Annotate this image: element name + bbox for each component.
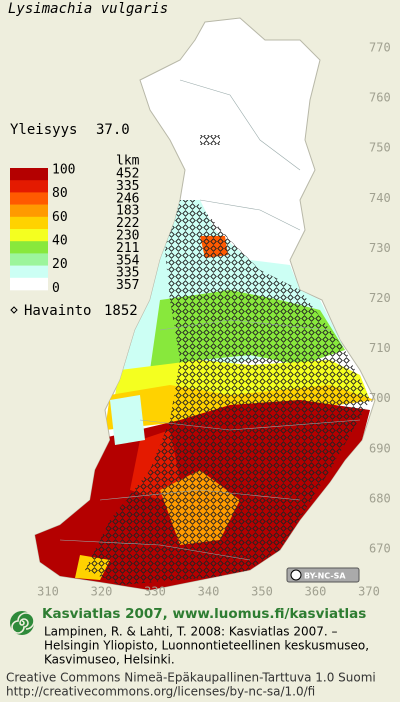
y-tick-label: 720 [369, 291, 391, 305]
legend-bound: 20 [52, 257, 68, 272]
legend-count: 222 [116, 216, 139, 231]
legend-bound: 80 [52, 186, 68, 201]
y-tick-label: 700 [369, 391, 391, 405]
legend-count: 335 [116, 179, 139, 194]
x-tick-label: 310 [37, 585, 59, 599]
legend-band [10, 253, 48, 266]
legend-count: 230 [116, 229, 139, 244]
legend-count: 452 [116, 167, 139, 182]
brand-logo [10, 611, 35, 635]
legend-band [10, 216, 48, 230]
legend-band [10, 241, 48, 254]
legend-count: 357 [116, 278, 139, 293]
legend-band [10, 204, 48, 218]
observation-markers [85, 200, 370, 585]
frequency-label: Yleisyys [10, 122, 77, 138]
legend-count: 211 [116, 241, 139, 256]
occurrence-cells [35, 135, 375, 590]
license-line: http://creativecommons.org/licenses/by-n… [6, 685, 315, 699]
y-tick-label: 670 [369, 542, 391, 556]
legend-band [10, 192, 48, 205]
region [110, 395, 145, 445]
legend-band [10, 229, 48, 242]
y-tick-label: 760 [369, 91, 391, 105]
province-borders [59, 79, 361, 561]
legend-bound: 60 [52, 210, 68, 225]
legend-header: lkm [116, 154, 140, 169]
x-tick-label: 360 [305, 585, 327, 599]
legend-bound: 100 [52, 163, 75, 178]
legend-band [10, 168, 48, 181]
observation-markers [200, 135, 220, 145]
x-tick-label: 340 [198, 585, 220, 599]
observations-count: 1852 [104, 303, 138, 319]
cc-badge-text: BY-NC-SA [304, 572, 346, 581]
x-tick-label: 350 [251, 585, 273, 599]
y-tick-label: 730 [369, 241, 391, 255]
legend-band [10, 180, 48, 193]
species-title: Lysimachia vulgaris [8, 1, 168, 17]
legend-bound: 40 [52, 234, 68, 249]
observations-label: Havainto [24, 303, 91, 319]
legend-count: 335 [116, 266, 139, 281]
cc-badge [286, 567, 360, 583]
legend-bound: 0 [52, 281, 60, 296]
x-tick-label: 330 [144, 585, 166, 599]
logo-spiral [11, 612, 35, 634]
y-tick-label: 710 [369, 341, 391, 355]
legend-count: 183 [116, 204, 139, 219]
legend-count: 246 [116, 191, 139, 206]
license-line: Creative Commons Nimeä-Epäkaupallinen-Ta… [6, 671, 376, 685]
legend-band [10, 265, 48, 279]
frequency-value: 37.0 [96, 122, 130, 138]
y-tick-label: 740 [369, 191, 391, 205]
citation-line: Lampinen, R. & Lahti, T. 2008: Kasviatla… [44, 625, 338, 639]
y-tick-label: 680 [369, 491, 391, 505]
y-tick-label: 690 [369, 441, 391, 455]
cc-logo [290, 569, 302, 581]
y-tick-label: 750 [369, 141, 391, 155]
y-tick-label: 770 [369, 41, 391, 55]
brand-text: Kasviatlas 2007, www.luomus.fi/kasviatla… [42, 606, 366, 622]
finland-map [34, 17, 376, 591]
legend-band [10, 277, 48, 291]
citation-line: Helsingin Yliopisto, Luonnontieteellinen… [44, 639, 369, 653]
legend-count: 354 [116, 253, 140, 268]
x-tick-label: 370 [358, 585, 380, 599]
citation-line: Kasvimuseo, Helsinki. [44, 653, 175, 667]
x-tick-label: 320 [91, 585, 113, 599]
observation-symbol [10, 306, 18, 314]
